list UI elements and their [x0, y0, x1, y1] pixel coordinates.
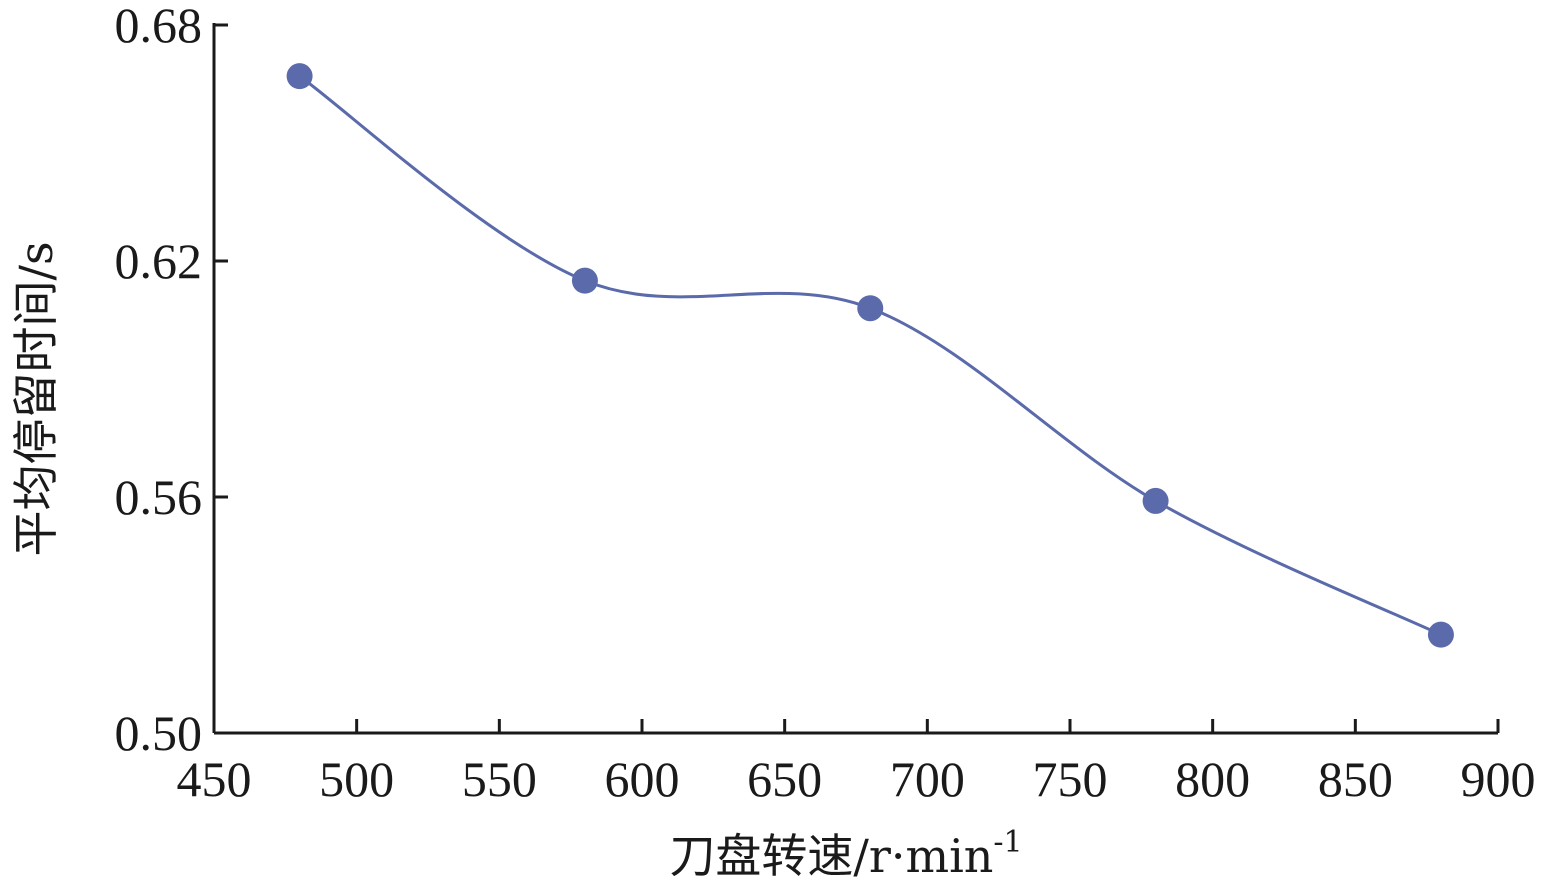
x-tick-label: 800 — [1175, 751, 1250, 807]
y-axis-title: 平均停留时间/s — [9, 241, 63, 556]
y-tick-label: 0.50 — [115, 705, 203, 761]
y-tick-label: 0.62 — [115, 233, 203, 289]
x-axis-title: 刀盘转速/r·min-1 — [669, 825, 1022, 883]
data-point — [1427, 621, 1454, 648]
x-tick-label: 600 — [605, 751, 680, 807]
x-tick-label: 850 — [1318, 751, 1393, 807]
x-tick-label: 550 — [462, 751, 537, 807]
data-point — [1142, 487, 1169, 514]
axes — [212, 23, 1498, 735]
data-point — [571, 267, 598, 294]
x-tick-label: 700 — [890, 751, 965, 807]
x-ticks: 450 500 550 600 650 700 750 800 850 900 — [177, 719, 1536, 807]
x-axis-title-text: 刀盘转速/r·min — [669, 829, 993, 883]
y-ticks: 0.50 0.56 0.62 0.68 — [115, 0, 228, 761]
x-axis-title-superscript: -1 — [993, 825, 1022, 860]
x-tick-label: 450 — [177, 751, 252, 807]
data-point — [286, 63, 313, 90]
y-tick-label: 0.68 — [115, 0, 203, 53]
x-tick-label: 500 — [319, 751, 394, 807]
x-tick-label: 900 — [1461, 751, 1536, 807]
series-layer — [286, 63, 1454, 648]
data-point — [857, 295, 884, 322]
y-tick-label: 0.56 — [115, 469, 203, 525]
series-line — [298, 74, 1442, 637]
x-tick-label: 650 — [747, 751, 822, 807]
x-tick-label: 750 — [1033, 751, 1108, 807]
